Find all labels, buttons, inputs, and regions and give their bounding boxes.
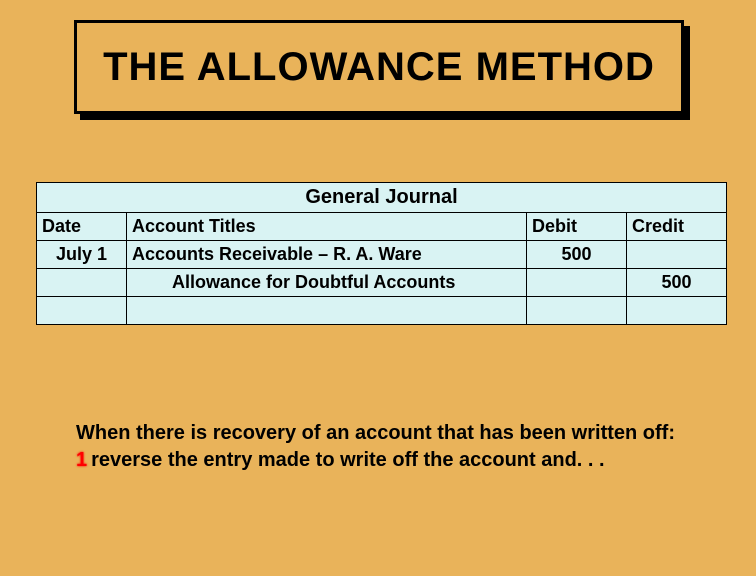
cell-credit xyxy=(627,297,727,325)
cell-debit xyxy=(527,269,627,297)
title-box: THE ALLOWANCE METHOD xyxy=(74,20,684,114)
cell-title xyxy=(127,297,527,325)
journal-caption: General Journal xyxy=(37,183,727,213)
col-header-debit: Debit xyxy=(527,213,627,241)
page-title: THE ALLOWANCE METHOD xyxy=(103,45,655,90)
cell-title: Allowance for Doubtful Accounts xyxy=(127,269,527,297)
general-journal-table: General Journal Date Account Titles Debi… xyxy=(36,182,727,325)
cell-title: Accounts Receivable – R. A. Ware xyxy=(127,241,527,269)
cell-debit xyxy=(527,297,627,325)
cell-credit xyxy=(627,241,727,269)
cell-date: July 1 xyxy=(37,241,127,269)
table-row xyxy=(37,297,727,325)
col-header-titles: Account Titles xyxy=(127,213,527,241)
explanation-text: When there is recovery of an account tha… xyxy=(76,420,686,474)
col-header-date: Date xyxy=(37,213,127,241)
table-row: Allowance for Doubtful Accounts 500 xyxy=(37,269,727,297)
cell-debit: 500 xyxy=(527,241,627,269)
cell-date xyxy=(37,269,127,297)
explain-line1: When there is recovery of an account tha… xyxy=(76,422,675,444)
explain-line2: reverse the entry made to write off the … xyxy=(91,449,604,471)
table-row: July 1 Accounts Receivable – R. A. Ware … xyxy=(37,241,727,269)
cell-credit: 500 xyxy=(627,269,727,297)
cell-date xyxy=(37,297,127,325)
step-number: 1 xyxy=(76,449,91,471)
col-header-credit: Credit xyxy=(627,213,727,241)
cell-title-text: Allowance for Doubtful Accounts xyxy=(132,272,455,293)
